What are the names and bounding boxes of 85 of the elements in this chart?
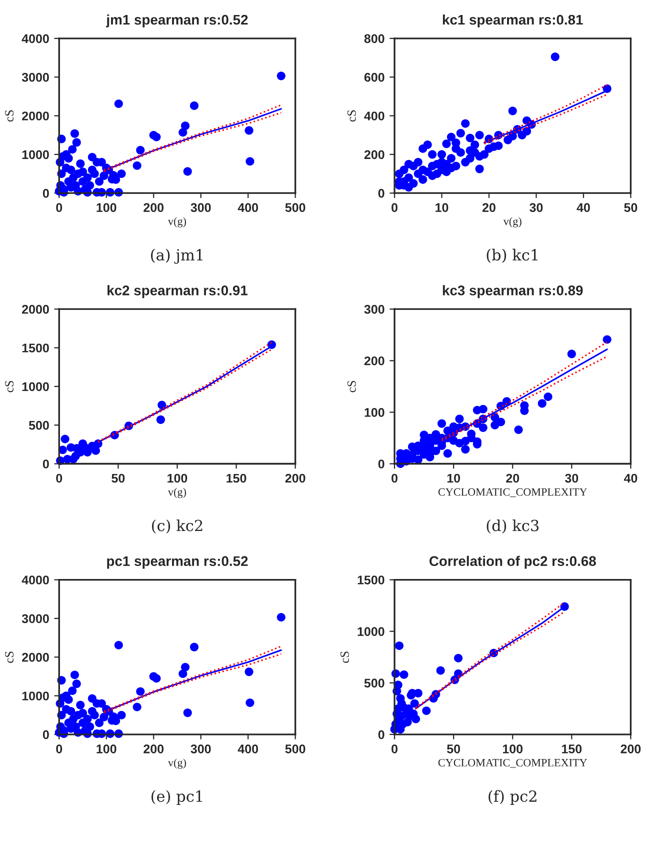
y-tick-label: 0 [378, 188, 384, 198]
x-tick-label: 150 [562, 744, 582, 754]
chart-title: Correlation of pc2 rs:0.68 [429, 556, 596, 569]
y-axis-title: cS [347, 380, 356, 392]
y-tick-label: 1000 [22, 692, 49, 700]
chart-title: pc1 spearman rs:0.52 [107, 556, 248, 569]
text: (f) pc2 [488, 790, 536, 805]
x-tick-label: 300 [190, 203, 211, 212]
x-tick-label: 10 [447, 474, 460, 483]
text: (b) kc1 [486, 248, 538, 263]
y-tick-label: 200 [364, 356, 384, 366]
x-axis-title: v(g) [168, 488, 186, 498]
chart-title: kc3 spearman rs:0.89 [442, 285, 583, 298]
x-tick-label: 400 [238, 744, 258, 754]
x-axis-title: CYCLOMATIC_COMPLEXITY [438, 488, 588, 498]
x-tick-label: 40 [624, 474, 638, 483]
x-axis-title: CYCLOMATIC_COMPLEXITY [438, 758, 588, 768]
y-tick-label: 2000 [22, 304, 49, 314]
y-tick-label: 4000 [22, 34, 49, 44]
y-tick-label: 500 [28, 420, 49, 430]
y-axis-title: cS [5, 652, 14, 663]
y-axis-title: cS [340, 652, 349, 663]
x-tick-label: 50 [624, 203, 638, 212]
y-tick-label: 2000 [22, 112, 49, 120]
x-tick-label: 100 [96, 203, 116, 212]
y-tick-label: 1000 [22, 150, 49, 160]
x-tick-label: 100 [96, 744, 116, 754]
x-tick-label: 40 [576, 203, 590, 212]
y-tick-label: 400 [364, 112, 384, 120]
x-tick-label: 0 [56, 744, 62, 754]
chart-title: kc1 spearman rs:0.81 [442, 14, 583, 28]
x-tick-label: 500 [285, 744, 306, 754]
x-tick-label: 20 [482, 203, 496, 212]
x-tick-label: 30 [565, 474, 578, 483]
x-tick-label: 20 [506, 474, 520, 483]
x-axis-title: v(g) [168, 758, 186, 769]
y-tick-label: 0 [378, 730, 384, 740]
x-tick-label: 0 [392, 203, 398, 212]
x-tick-label: 10 [436, 203, 448, 212]
text: (a) jm1 [151, 248, 202, 264]
x-tick-label: 500 [285, 203, 306, 212]
y-axis-title: cS [5, 110, 14, 122]
y-axis-title: cS [347, 110, 356, 122]
x-tick-label: 200 [285, 474, 306, 483]
y-tick-label: 3000 [22, 72, 49, 82]
y-tick-label: 4000 [22, 576, 49, 584]
y-tick-label: 300 [364, 304, 384, 314]
x-tick-label: 100 [502, 744, 523, 754]
y-tick-label: 800 [364, 34, 384, 44]
y-tick-label: 1500 [22, 344, 49, 352]
y-tick-label: 0 [42, 188, 49, 198]
y-tick-label: 2000 [22, 652, 49, 662]
y-tick-label: 3000 [22, 614, 49, 624]
y-tick-label: 0 [42, 730, 49, 740]
x-tick-label: 200 [620, 744, 641, 754]
x-tick-label: 100 [168, 474, 188, 483]
y-tick-label: 0 [378, 460, 384, 468]
y-tick-label: 100 [364, 408, 384, 417]
y-tick-label: 200 [364, 150, 384, 160]
y-tick-label: 1000 [358, 627, 384, 636]
x-tick-label: 150 [226, 474, 246, 483]
y-tick-label: 600 [364, 72, 384, 82]
x-tick-label: 200 [144, 744, 164, 754]
chart-title: jm1 spearman rs:0.52 [106, 14, 248, 28]
x-tick-label: 300 [190, 744, 211, 754]
x-tick-label: 0 [56, 203, 62, 212]
x-axis-title: v(g) [168, 217, 186, 228]
x-tick-label: 0 [392, 474, 398, 483]
x-tick-label: 50 [112, 474, 125, 483]
y-tick-label: 1500 [358, 576, 384, 584]
text: (d) kc3 [486, 519, 539, 534]
y-tick-label: 500 [364, 678, 384, 688]
text: (e) pc1 [151, 790, 202, 805]
x-tick-label: 400 [238, 203, 258, 212]
x-tick-label: 200 [144, 203, 164, 212]
x-tick-label: 50 [447, 744, 460, 754]
x-tick-label: 0 [392, 744, 398, 754]
y-axis-title: cS [5, 380, 14, 392]
chart-title: kc2 spearman rs:0.91 [108, 285, 248, 298]
x-axis-title: v(g) [503, 217, 522, 228]
y-tick-label: 1000 [22, 382, 49, 392]
text: (c) kc2 [152, 519, 202, 534]
y-tick-label: 0 [42, 460, 49, 468]
x-tick-label: 0 [56, 474, 62, 483]
x-tick-label: 30 [530, 203, 543, 212]
